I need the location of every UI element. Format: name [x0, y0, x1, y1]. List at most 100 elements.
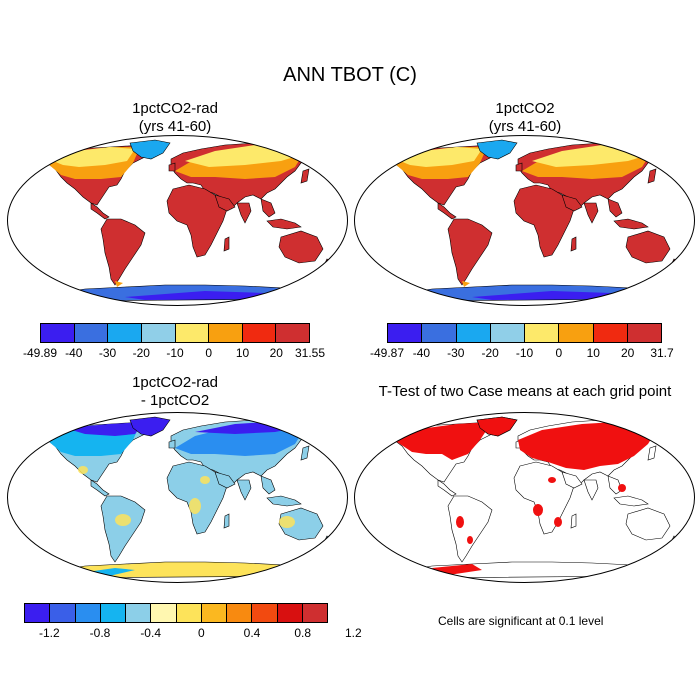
colorbar-swatch: [302, 604, 327, 622]
map-panel-4: [354, 412, 695, 583]
map-panel-1: [7, 135, 348, 306]
colorbar-tick-label: 1.2: [344, 626, 362, 640]
colorbar-tick-label: 0.8: [294, 626, 311, 640]
colorbar-swatch: [50, 604, 76, 622]
map-panel-2: [354, 135, 695, 306]
map-region: [125, 291, 265, 300]
map-region: [129, 416, 171, 437]
map-region: [437, 479, 457, 497]
continent-india: [236, 202, 252, 224]
map-region: [532, 145, 648, 167]
colorbar-tick-label: 10: [235, 346, 250, 360]
map-region: [260, 475, 276, 495]
panel-4-title: T-Test of two Case means at each grid po…: [350, 383, 700, 401]
map-region: [462, 281, 470, 287]
colorbar-tick-label: -20: [481, 346, 499, 360]
colorbar-tick-label: 31.55: [294, 346, 326, 360]
colorbar-swatch: [490, 324, 525, 342]
map-region: [456, 516, 464, 528]
map-region: [115, 514, 131, 526]
map-region: [278, 507, 324, 541]
map-region: [300, 445, 310, 461]
map-region: [618, 484, 626, 492]
panel-1-title-line2: (yrs 41-60): [138, 118, 212, 135]
colorbar-swatch: [108, 324, 142, 342]
continent-australia: [625, 230, 671, 264]
colorbar-tick-label: -10: [166, 346, 184, 360]
colorbar-tick-label: -40: [65, 346, 83, 360]
map-region: [472, 291, 612, 300]
map-region: [647, 445, 657, 461]
panel-2-title: 1pctCO2 (yrs 41-60): [400, 100, 650, 136]
map-region: [613, 495, 649, 507]
colorbar-swatch: [422, 324, 457, 342]
map-region: [100, 495, 146, 563]
colorbar-tick-label: 0: [197, 626, 205, 640]
continent-uk: [515, 162, 523, 172]
colorbar-swatch: [209, 324, 243, 342]
map-region: [391, 561, 663, 579]
colorbar-swatch: [201, 604, 227, 622]
colorbar-swatch: [25, 604, 51, 622]
colorbar-tick-label: 0: [555, 346, 563, 360]
map-region: [447, 495, 493, 563]
panel-2-title-line2: (yrs 41-60): [488, 118, 562, 135]
map-region: [115, 281, 123, 287]
map-region: [78, 466, 88, 474]
continent-seAsia: [607, 198, 623, 218]
colorbar-swatch: [41, 324, 75, 342]
continent-africa: [513, 184, 575, 258]
continent-australia: [278, 230, 324, 264]
colorbar-swatch: [74, 324, 109, 342]
map-region: [90, 479, 110, 497]
colorbar-tick-label: -0.4: [140, 626, 161, 640]
map-region: [669, 535, 681, 549]
continent-centralAm: [437, 202, 457, 220]
map-region: [548, 477, 556, 483]
map-region: [583, 479, 599, 501]
continent-seAsia: [260, 198, 276, 218]
panel-1-title-line1: 1pctCO2-rad: [132, 100, 218, 117]
map-region: [467, 536, 473, 544]
colorbar-panel-2: -49.87 -40 -30 -20 -10 0 10 20 31.7: [370, 323, 674, 360]
continent-madagascar: [570, 236, 577, 252]
colorbar-tick-label: 0: [205, 346, 213, 360]
panel-3-title-line2: - 1pctCO2: [140, 392, 210, 409]
map-region: [266, 495, 302, 507]
colorbar-swatch: [276, 324, 309, 342]
continent-southAmerica: [100, 218, 146, 286]
map-panel-3: [7, 412, 348, 583]
panel-1-title: 1pctCO2-rad (yrs 41-60): [50, 100, 300, 136]
continent-india: [583, 202, 599, 224]
map-region: [513, 461, 575, 535]
map-region: [625, 507, 671, 541]
continent-southAmerica: [447, 218, 493, 286]
colorbar-tick-label: -49.89: [22, 346, 58, 360]
map-region: [561, 471, 583, 489]
map-region: [200, 476, 210, 484]
colorbar-tick-label: 20: [620, 346, 635, 360]
continent-japan: [300, 168, 310, 184]
colorbar-tick-label: -10: [515, 346, 534, 360]
colorbar-swatch: [593, 324, 628, 342]
continent-arabia: [214, 194, 236, 212]
map-region: [554, 517, 562, 527]
colorbar-swatch: [227, 604, 253, 622]
map-region: [223, 513, 230, 529]
map-region: [518, 421, 658, 470]
colorbar-tick-label: -49.87: [369, 346, 405, 360]
map-region: [476, 139, 518, 160]
colorbar-tick-label: -30: [447, 346, 465, 360]
continent-centralAm: [90, 202, 110, 220]
colorbar-tick-label: 31.7: [650, 346, 674, 360]
map-region: [279, 516, 295, 528]
map-border: [7, 412, 348, 583]
panel-2-title-line1: 1pctCO2: [495, 100, 555, 117]
colorbar-swatch: [126, 604, 152, 622]
colorbar-swatch: [176, 604, 202, 622]
map-region: [189, 498, 201, 514]
colorbar-tick-label: 10: [586, 346, 600, 360]
colorbar-swatch: [175, 324, 210, 342]
colorbar-swatch: [277, 604, 303, 622]
continent-indonesia: [266, 218, 302, 230]
